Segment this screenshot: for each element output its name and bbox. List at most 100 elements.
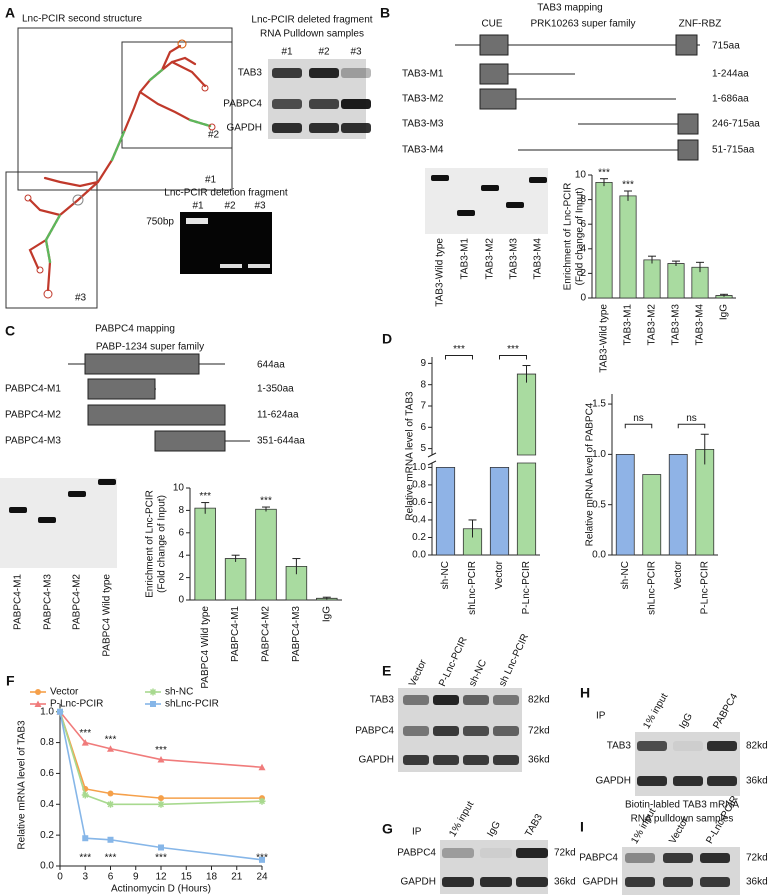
axis-break (427, 460, 437, 466)
rna-loop (177, 39, 187, 49)
size-label: 36kd (528, 755, 550, 766)
x-tick-label: TAB3-M3 (671, 304, 682, 346)
size-label: 72kd (746, 853, 768, 864)
bar (643, 259, 661, 299)
lane-label: #3 (350, 47, 362, 58)
y-tick-label: 0.2 (40, 830, 54, 841)
significance-label: *** (598, 167, 610, 178)
y-tick-label: 0.0 (592, 550, 606, 561)
lane-label: TAB3-M1 (460, 238, 471, 280)
point (258, 763, 266, 771)
x-tick-label: shLnc-PCIR (646, 561, 657, 615)
x-tick-label: PABPC4-M1 (230, 606, 241, 662)
blot-band (663, 853, 693, 863)
y-tick-label: 2 (580, 268, 586, 279)
row-label: GAPDH (400, 877, 436, 888)
construct-range: 1-686aa (712, 94, 749, 105)
significance-label: *** (79, 853, 91, 864)
blot-band (700, 877, 730, 887)
lane-label: PABPC4-M3 (43, 574, 54, 630)
domain-box (84, 353, 200, 375)
point (57, 708, 63, 715)
blot-band (625, 877, 655, 887)
gel-band (431, 175, 449, 181)
row-label: GAPDH (582, 877, 618, 888)
domain-label: ZNF-RBZ (679, 19, 722, 30)
y-tick-label: 0.5 (592, 499, 606, 510)
point (157, 800, 165, 808)
row-label: PABPC4 (397, 848, 436, 859)
bar (668, 453, 688, 556)
region-label: #2 (208, 130, 220, 141)
blot-band (480, 877, 512, 887)
blot-band (673, 776, 703, 786)
rna-loop (24, 194, 32, 202)
significance-label: ns (686, 413, 697, 424)
blot-band (341, 68, 371, 78)
x-tick-label: P-Lnc-PCIR (699, 561, 710, 614)
bar (435, 466, 456, 556)
region-box (121, 41, 233, 149)
gel-title: Lnc-PCIR deletion fragment (164, 188, 288, 199)
y-tick-label: 1.0 (412, 462, 426, 473)
point (258, 797, 266, 805)
panel-label: D (382, 331, 392, 347)
row-label: GAPDH (595, 776, 631, 787)
y-axis-label: Enrichment of Lnc-PCIR (145, 490, 156, 598)
legend-label: Vector (50, 687, 79, 698)
point (81, 739, 89, 746)
blot-band (309, 123, 339, 133)
point (259, 856, 265, 863)
size-label: 36kd (746, 776, 768, 787)
lane-label: #2 (224, 201, 236, 212)
domain-box (479, 34, 509, 56)
blot-title: RNA pulldown samples (631, 814, 734, 825)
y-tick-label: 0 (580, 293, 586, 304)
blot-band (341, 99, 371, 109)
blot-band (493, 695, 519, 705)
y-tick-label: 0.2 (412, 532, 426, 543)
lane-label: PABPC4 (711, 691, 740, 730)
y-tick-label: 0.0 (40, 861, 54, 872)
blot-band (403, 755, 429, 765)
row-label: PABPC4 (355, 726, 394, 737)
comparison-bracket (499, 355, 527, 360)
y-tick-label: 0.6 (40, 768, 54, 779)
significance-label: *** (622, 180, 634, 191)
domain-box (479, 63, 509, 85)
x-axis-label: Actinomycin D (Hours) (111, 884, 211, 895)
domain-label: PRK10263 super family (530, 19, 635, 30)
blot-band (493, 726, 519, 736)
x-tick-label: 24 (256, 872, 268, 883)
blot-band (663, 877, 693, 887)
blot-band (309, 68, 339, 78)
gel-band (506, 202, 524, 208)
x-tick-label: Vector (494, 560, 505, 589)
y-tick-label: 4 (580, 243, 586, 254)
x-tick-label: 9 (133, 872, 139, 883)
y-axis-label: (Fold change of Input) (575, 188, 586, 286)
lane-label: IgG (485, 819, 503, 839)
y-tick-label: 6 (178, 527, 184, 538)
y-tick-label: 0.8 (412, 480, 426, 491)
y-axis-label: Relative mRNA level of PABPC4 (585, 402, 596, 546)
blot-band (442, 848, 474, 858)
construct-range: 1-244aa (712, 69, 749, 80)
significance-label: *** (105, 853, 117, 864)
ip-label: IP (596, 711, 606, 722)
y-tick-label: 9 (420, 358, 426, 369)
significance-label: *** (105, 734, 117, 745)
blot-band (433, 755, 459, 765)
construct-range: 351-644aa (257, 436, 305, 447)
diagram-title: TAB3 mapping (537, 3, 602, 14)
gel-band (9, 507, 27, 513)
ip-label: IP (412, 827, 422, 838)
y-tick-label: 0.4 (40, 799, 54, 810)
bar (642, 474, 662, 556)
lane-label: PABPC4 Wild type (102, 574, 113, 657)
rna-loop (43, 289, 53, 299)
y-tick-label: 2 (178, 572, 184, 583)
comparison-bracket (677, 423, 706, 429)
lane-label: #1 (192, 201, 204, 212)
rna-pairs (44, 68, 212, 264)
